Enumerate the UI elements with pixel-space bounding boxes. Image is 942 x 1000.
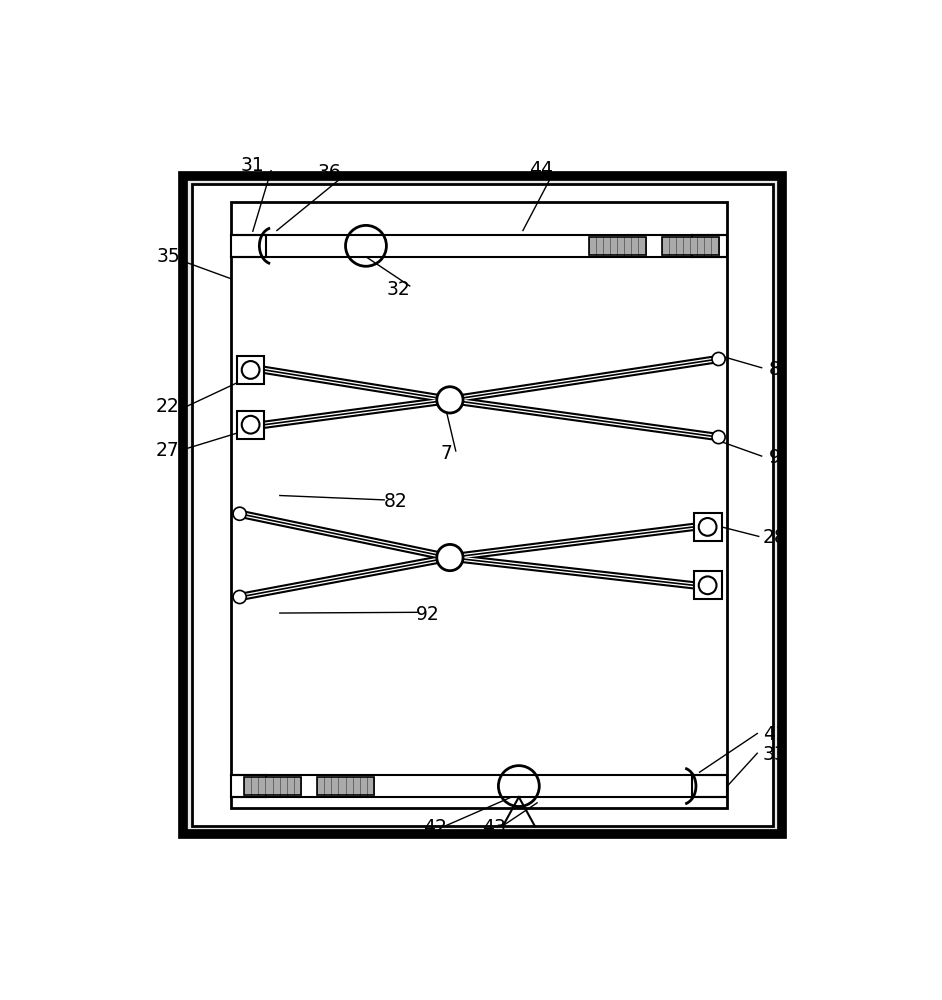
Bar [589, 237, 645, 255]
Text: 42: 42 [423, 818, 447, 837]
Bar [236, 356, 265, 384]
Text: 44: 44 [529, 160, 553, 179]
Bar [231, 235, 727, 257]
Text: 41: 41 [763, 725, 787, 744]
Text: 33: 33 [763, 745, 787, 764]
Text: 31: 31 [241, 156, 265, 175]
Bar [192, 184, 773, 826]
Text: 82: 82 [383, 492, 407, 511]
Text: 43: 43 [481, 818, 506, 837]
Bar [244, 777, 301, 795]
Text: 8: 8 [769, 360, 781, 379]
Text: 28: 28 [763, 528, 787, 547]
Circle shape [233, 507, 246, 520]
Bar [693, 571, 722, 599]
Bar [317, 777, 374, 795]
Bar [231, 775, 727, 797]
Text: 92: 92 [416, 605, 440, 624]
Circle shape [712, 431, 725, 444]
Bar [661, 237, 719, 255]
Bar [693, 513, 722, 541]
Text: 32: 32 [387, 280, 411, 299]
Bar [661, 237, 719, 255]
Bar [317, 777, 374, 795]
Bar [231, 202, 727, 808]
Text: 27: 27 [155, 441, 179, 460]
Bar [244, 777, 301, 795]
Text: 36: 36 [317, 163, 341, 182]
Bar [236, 411, 265, 439]
Text: 22: 22 [155, 397, 179, 416]
Circle shape [233, 590, 246, 604]
Circle shape [437, 544, 463, 571]
Bar [184, 176, 782, 834]
Circle shape [437, 387, 463, 413]
Text: 7: 7 [440, 444, 452, 463]
Text: 9: 9 [769, 448, 781, 467]
Circle shape [712, 352, 725, 366]
Bar [589, 237, 645, 255]
Text: 35: 35 [157, 247, 181, 266]
